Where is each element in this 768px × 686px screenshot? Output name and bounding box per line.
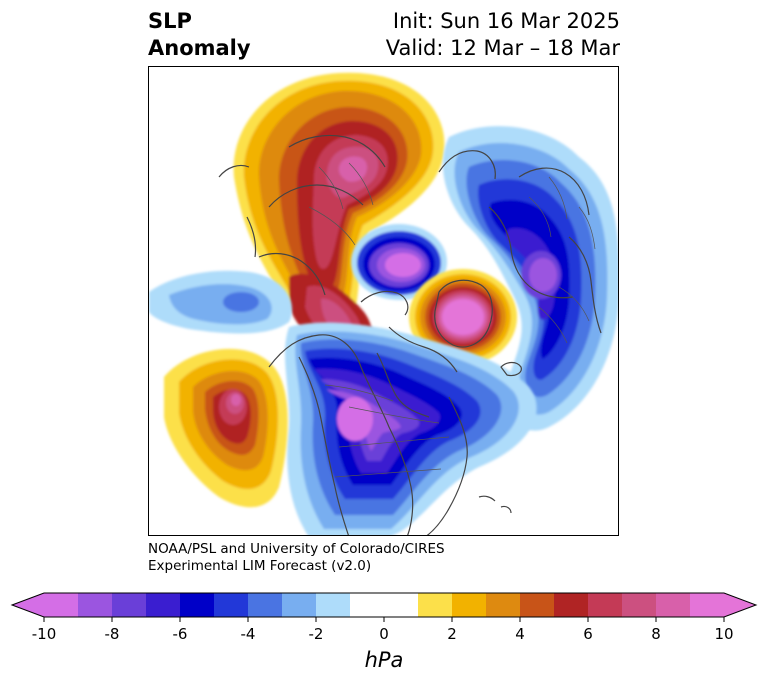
negative-anomaly-beaufort [351,224,447,300]
colorbar-segment [520,593,555,617]
coastlines [218,134,602,535]
colorbar-tick-label: 8 [651,625,661,643]
date-info: Init: Sun 16 Mar 2025 Valid: 12 Mar – 18… [386,8,620,62]
title-line-2: Anomaly [148,36,251,60]
negative-anomaly-north-america [284,322,537,535]
colorbar-tick-label: 0 [379,625,389,643]
anomaly-map [148,66,619,536]
title-line-1: SLP [148,9,192,33]
init-date: Init: Sun 16 Mar 2025 [392,9,620,33]
credit-text: NOAA/PSL and University of Colorado/CIRE… [148,541,445,575]
colorbar: -10 -8 -6 -4 -2 0 2 4 6 8 10 [10,590,758,680]
colorbar-tick-label: -8 [105,625,120,643]
colorbar-segment [622,593,657,617]
colorbar-segment [146,593,181,617]
map-title: SLP Anomaly [148,8,251,62]
colorbar-segment [316,593,351,617]
colorbar-segment [656,593,691,617]
positive-anomaly-north-pacific [164,348,288,508]
colorbar-tick-label: -6 [173,625,188,643]
credit-line-1: NOAA/PSL and University of Colorado/CIRE… [148,541,445,557]
colorbar-tick-label: 6 [583,625,593,643]
colorbar-segment [452,593,487,617]
colorbar-segment [44,593,79,617]
negative-anomaly-north-pacific-tongue [149,270,293,334]
colorbar-svg: -10 -8 -6 -4 -2 0 2 4 6 8 10 [10,592,758,643]
colorbar-tick-label: -2 [309,625,324,643]
colorbar-segment [690,593,725,617]
country-borders [308,162,596,478]
colorbar-segment [554,593,589,617]
colorbar-segment [588,593,623,617]
valid-range: Valid: 12 Mar – 18 Mar [385,36,620,60]
colorbar-tick-label: 4 [515,625,525,643]
colorbar-extend-left [12,593,44,617]
colorbar-segment [248,593,283,617]
colorbar-segment [214,593,249,617]
colorbar-segment [418,593,453,617]
colorbar-segment [282,593,317,617]
colorbar-segment [180,593,215,617]
colorbar-segment [486,593,521,617]
colorbar-segment [350,593,385,617]
colorbar-tick-label: -10 [32,625,57,643]
colorbar-tick-label: 2 [447,625,457,643]
colorbar-segment [78,593,113,617]
colorbar-unit-label: hPa [364,648,404,672]
colorbar-segment [384,593,419,617]
colorbar-tick-label: -4 [241,625,256,643]
colorbar-tick-label: 10 [714,625,733,643]
colorbar-extend-right [724,593,756,617]
colorbar-segment [112,593,147,617]
credit-line-2: Experimental LIM Forecast (v2.0) [148,558,372,574]
